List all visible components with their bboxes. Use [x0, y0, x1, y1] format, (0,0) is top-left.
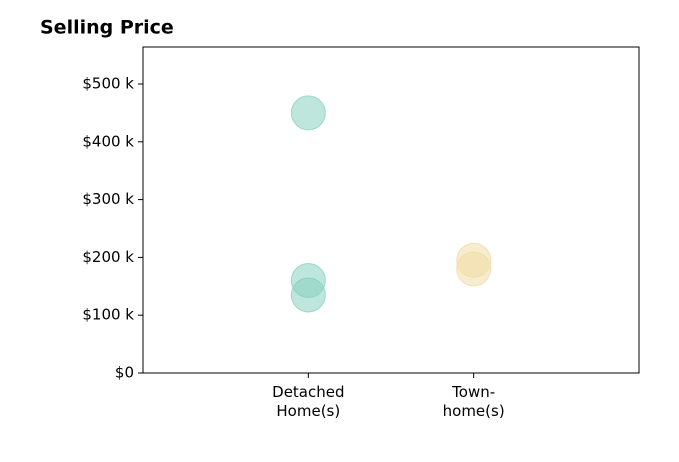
y-tick-label: $300 k — [82, 190, 134, 208]
y-tick-label: $0 — [115, 364, 134, 382]
x-tick-label: Detached Home(s) — [272, 383, 344, 420]
x-tick-label: Town-home(s) — [443, 383, 505, 420]
point — [456, 251, 492, 287]
y-tick-label: $100 k — [82, 306, 134, 324]
plot-frame — [142, 46, 640, 374]
y-tick-label: $200 k — [82, 248, 134, 266]
y-tick-label: $400 k — [82, 132, 134, 150]
point — [290, 95, 326, 131]
point — [290, 277, 326, 313]
y-tick-label: $500 k — [82, 74, 134, 92]
chart-title: Selling Price — [40, 17, 174, 39]
